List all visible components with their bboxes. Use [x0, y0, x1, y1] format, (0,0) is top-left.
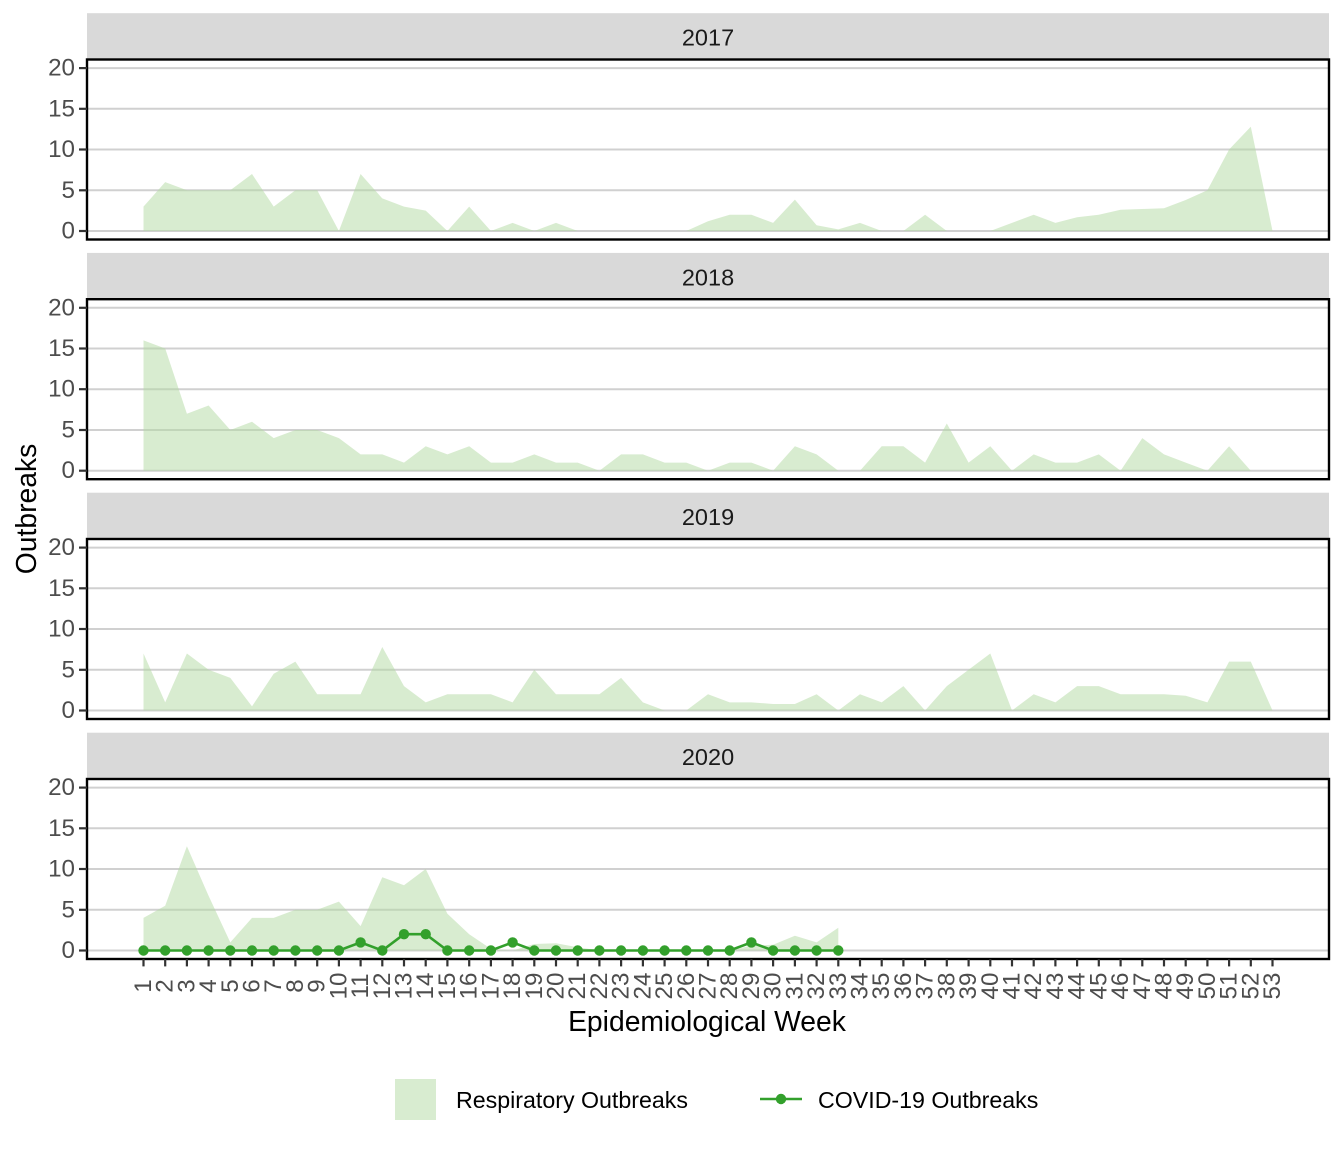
svg-text:45: 45: [1085, 973, 1112, 1000]
svg-text:24: 24: [629, 973, 656, 1000]
svg-text:50: 50: [1194, 973, 1221, 1000]
svg-text:51: 51: [1216, 973, 1243, 1000]
svg-text:21: 21: [564, 973, 591, 1000]
svg-text:20: 20: [48, 55, 75, 82]
svg-text:35: 35: [868, 973, 895, 1000]
svg-text:38: 38: [933, 973, 960, 1000]
svg-text:0: 0: [62, 457, 75, 484]
svg-text:34: 34: [847, 973, 874, 1000]
svg-text:Outbreaks: Outbreaks: [10, 444, 42, 575]
svg-text:31: 31: [781, 973, 808, 1000]
svg-text:22: 22: [586, 973, 613, 1000]
svg-text:30: 30: [760, 973, 787, 1000]
svg-text:36: 36: [890, 973, 917, 1000]
svg-text:10: 10: [48, 376, 75, 403]
svg-text:4: 4: [195, 979, 222, 992]
svg-text:49: 49: [1172, 973, 1199, 1000]
svg-text:25: 25: [651, 973, 678, 1000]
svg-text:0: 0: [62, 697, 75, 724]
svg-text:2020: 2020: [682, 744, 734, 770]
svg-text:44: 44: [1064, 973, 1091, 1000]
svg-text:43: 43: [1042, 973, 1069, 1000]
svg-text:15: 15: [434, 973, 461, 1000]
svg-text:20: 20: [48, 774, 75, 801]
svg-text:5: 5: [62, 177, 75, 204]
svg-text:53: 53: [1259, 973, 1286, 1000]
svg-text:52: 52: [1237, 973, 1264, 1000]
svg-text:17: 17: [477, 973, 504, 1000]
svg-text:15: 15: [48, 95, 75, 122]
svg-text:15: 15: [48, 575, 75, 602]
svg-text:11: 11: [347, 973, 374, 998]
svg-text:19: 19: [521, 973, 548, 1000]
svg-text:10: 10: [48, 856, 75, 883]
svg-text:1: 1: [130, 979, 157, 992]
svg-text:48: 48: [1151, 973, 1178, 1000]
svg-text:20: 20: [543, 973, 570, 1000]
svg-text:5: 5: [62, 896, 75, 923]
svg-text:29: 29: [738, 973, 765, 1000]
svg-text:47: 47: [1129, 973, 1156, 1000]
svg-text:33: 33: [825, 973, 852, 1000]
svg-text:28: 28: [716, 973, 743, 1000]
svg-text:12: 12: [369, 973, 396, 1000]
svg-text:23: 23: [608, 973, 635, 1000]
svg-text:7: 7: [260, 979, 287, 992]
svg-text:5: 5: [217, 979, 244, 992]
svg-text:2018: 2018: [682, 264, 734, 290]
svg-text:27: 27: [695, 973, 722, 1000]
svg-text:42: 42: [1020, 973, 1047, 1000]
svg-text:8: 8: [282, 979, 309, 992]
svg-text:9: 9: [304, 979, 331, 992]
svg-text:15: 15: [48, 335, 75, 362]
svg-text:2: 2: [152, 979, 179, 992]
svg-text:2017: 2017: [682, 25, 734, 51]
svg-text:10: 10: [325, 973, 352, 1000]
svg-text:10: 10: [48, 616, 75, 643]
svg-text:COVID-19 Outbreaks: COVID-19 Outbreaks: [818, 1087, 1038, 1113]
svg-text:2019: 2019: [682, 504, 734, 530]
svg-text:26: 26: [673, 973, 700, 1000]
svg-text:32: 32: [803, 973, 830, 1000]
svg-text:0: 0: [62, 218, 75, 245]
svg-text:37: 37: [912, 973, 939, 1000]
svg-text:5: 5: [62, 417, 75, 444]
svg-text:16: 16: [456, 973, 483, 1000]
svg-text:39: 39: [955, 973, 982, 1000]
svg-text:Epidemiological Week: Epidemiological Week: [568, 1005, 847, 1037]
svg-text:Respiratory Outbreaks: Respiratory Outbreaks: [456, 1087, 688, 1113]
svg-text:14: 14: [412, 973, 439, 1000]
svg-text:40: 40: [977, 973, 1004, 1000]
svg-text:0: 0: [62, 937, 75, 964]
svg-text:20: 20: [48, 294, 75, 321]
svg-text:15: 15: [48, 815, 75, 842]
svg-text:41: 41: [999, 973, 1026, 1000]
svg-text:13: 13: [391, 973, 418, 1000]
svg-text:18: 18: [499, 973, 526, 1000]
svg-text:6: 6: [239, 979, 266, 992]
svg-text:3: 3: [173, 979, 200, 992]
svg-text:46: 46: [1107, 973, 1134, 1000]
svg-text:5: 5: [62, 656, 75, 683]
svg-text:10: 10: [48, 136, 75, 163]
svg-text:20: 20: [48, 534, 75, 561]
